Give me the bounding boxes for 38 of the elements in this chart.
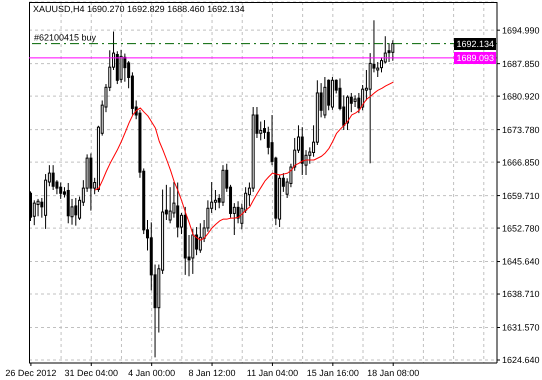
candlestick: [176, 182, 180, 238]
x-tick-label: 8 Jan 12:00: [188, 368, 236, 378]
candlestick: [74, 197, 78, 226]
candlestick: [323, 76, 326, 119]
candlestick: [330, 76, 334, 110]
candlestick: [376, 62, 380, 78]
x-tick-label: 15 Jan 16:00: [306, 368, 359, 378]
x-tick-label: 11 Jan 04:00: [246, 368, 298, 378]
x-tick-label: 18 Jan 08:00: [367, 368, 420, 378]
candlestick: [214, 190, 217, 211]
x-tick-label: 26 Dec 2012: [5, 368, 56, 378]
candlestick: [198, 222, 202, 254]
annotation: 1692.134: [454, 38, 496, 50]
y-tick-label: 1687.850: [502, 58, 540, 69]
candlestick: [66, 182, 70, 224]
candlestick: [221, 164, 224, 206]
y-tick-label: 1694.990: [502, 25, 540, 36]
y-tick-label: 1645.640: [502, 256, 540, 267]
y-tick-label: 1666.850: [502, 157, 540, 168]
y-tick-label: 1680.920: [502, 91, 540, 102]
candlestick: [195, 226, 198, 256]
y-tick-label: 1673.780: [502, 124, 540, 135]
y-tick-label: 1631.570: [502, 322, 540, 333]
annotation: 1689.093: [454, 52, 496, 64]
candlestick: [123, 53, 126, 82]
candlestick: [252, 106, 255, 192]
y-tick-label: 1624.640: [502, 355, 540, 366]
candlestick: [368, 52, 372, 164]
candlestick: [300, 126, 304, 176]
x-tick-label: 31 Dec 04:00: [64, 368, 118, 378]
y-tick-label: 1652.780: [502, 223, 540, 234]
x-tick-label: 4 Jan 00:00: [128, 368, 176, 378]
y-tick-label: 1638.710: [502, 289, 540, 300]
candlestick: [168, 186, 172, 224]
chart-title: XAUUSD,H4 1690.270 1692.829 1688.460 1692.134: [33, 4, 245, 15]
ref-line-label: #62100415 buy: [34, 32, 97, 43]
candlestick: [44, 174, 48, 230]
y-tick-label: 1659.710: [502, 190, 540, 201]
